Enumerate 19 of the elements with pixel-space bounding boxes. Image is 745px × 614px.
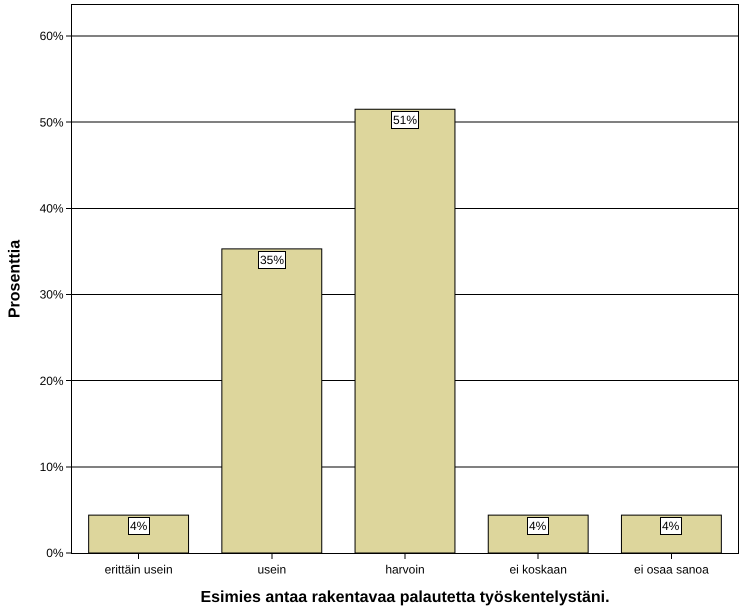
y-tick-label: 30%	[40, 288, 64, 302]
y-axis-title: Prosenttia	[6, 240, 24, 318]
data-label: 35%	[260, 253, 284, 267]
x-tick-label: ei koskaan	[510, 562, 567, 576]
y-tick-label: 10%	[40, 460, 64, 474]
y-tick-label: 50%	[40, 115, 64, 130]
data-label: 51%	[393, 113, 418, 127]
y-tick-label: 40%	[40, 202, 64, 216]
y-tick-label: 20%	[40, 374, 64, 388]
x-tick-label: ei osaa sanoa	[634, 562, 710, 576]
data-label: 4%	[662, 519, 680, 533]
data-label: 4%	[529, 519, 547, 533]
data-label: 4%	[130, 519, 148, 533]
y-tick-label: 0%	[46, 546, 64, 560]
x-tick-label: erittäin usein	[104, 562, 173, 576]
y-tick-label: 60%	[40, 29, 64, 44]
x-tick-label: usein	[257, 562, 286, 576]
x-axis-title: Esimies antaa rakentavaa palautetta työskentelystäni.	[200, 589, 610, 606]
x-tick-label: harvoin	[385, 562, 425, 576]
